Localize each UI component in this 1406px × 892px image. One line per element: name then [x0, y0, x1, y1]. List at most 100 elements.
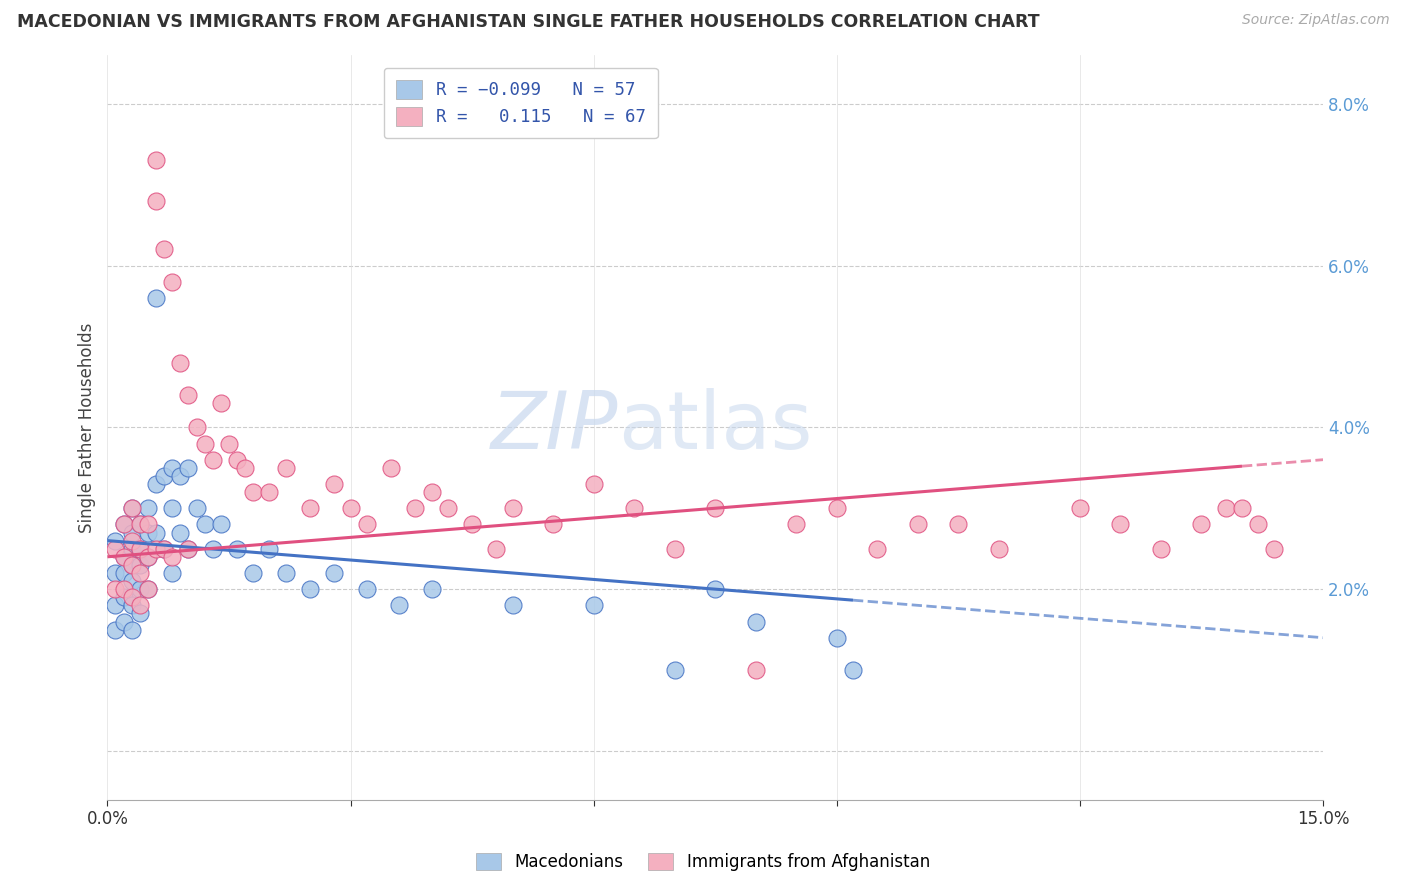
- Point: [145, 194, 167, 208]
- Point: [664, 541, 686, 556]
- Point: [104, 599, 127, 613]
- Point: [136, 582, 159, 596]
- Point: [145, 153, 167, 168]
- Point: [136, 582, 159, 596]
- Point: [1247, 517, 1270, 532]
- Point: [323, 477, 346, 491]
- Point: [121, 558, 143, 572]
- Point: [128, 517, 150, 532]
- Point: [745, 663, 768, 677]
- Point: [112, 549, 135, 564]
- Point: [177, 541, 200, 556]
- Point: [201, 452, 224, 467]
- Y-axis label: Single Father Households: Single Father Households: [79, 322, 96, 533]
- Point: [298, 501, 321, 516]
- Point: [121, 525, 143, 540]
- Point: [121, 501, 143, 516]
- Point: [339, 501, 361, 516]
- Point: [664, 663, 686, 677]
- Point: [201, 541, 224, 556]
- Point: [153, 541, 176, 556]
- Point: [323, 566, 346, 580]
- Point: [218, 436, 240, 450]
- Point: [866, 541, 889, 556]
- Text: ZIP: ZIP: [491, 388, 619, 467]
- Point: [582, 599, 605, 613]
- Point: [136, 549, 159, 564]
- Point: [160, 549, 183, 564]
- Point: [704, 582, 727, 596]
- Point: [121, 599, 143, 613]
- Point: [420, 485, 443, 500]
- Point: [160, 275, 183, 289]
- Point: [177, 388, 200, 402]
- Point: [233, 460, 256, 475]
- Point: [541, 517, 564, 532]
- Point: [1069, 501, 1091, 516]
- Point: [259, 541, 281, 556]
- Point: [209, 517, 232, 532]
- Point: [145, 541, 167, 556]
- Point: [153, 243, 176, 257]
- Point: [112, 517, 135, 532]
- Point: [226, 452, 249, 467]
- Point: [121, 591, 143, 605]
- Point: [104, 541, 127, 556]
- Point: [356, 582, 378, 596]
- Point: [209, 396, 232, 410]
- Point: [128, 607, 150, 621]
- Point: [104, 566, 127, 580]
- Point: [177, 460, 200, 475]
- Point: [502, 501, 524, 516]
- Point: [1215, 501, 1237, 516]
- Point: [274, 566, 297, 580]
- Point: [242, 566, 264, 580]
- Point: [1263, 541, 1285, 556]
- Point: [104, 623, 127, 637]
- Point: [1191, 517, 1213, 532]
- Point: [704, 501, 727, 516]
- Point: [128, 582, 150, 596]
- Point: [121, 533, 143, 548]
- Point: [145, 291, 167, 305]
- Point: [194, 436, 217, 450]
- Point: [259, 485, 281, 500]
- Point: [145, 477, 167, 491]
- Text: Source: ZipAtlas.com: Source: ZipAtlas.com: [1241, 13, 1389, 28]
- Text: atlas: atlas: [619, 388, 813, 467]
- Legend: Macedonians, Immigrants from Afghanistan: Macedonians, Immigrants from Afghanistan: [468, 845, 938, 880]
- Point: [404, 501, 426, 516]
- Point: [160, 566, 183, 580]
- Point: [380, 460, 402, 475]
- Point: [1109, 517, 1132, 532]
- Point: [186, 420, 208, 434]
- Point: [136, 549, 159, 564]
- Point: [112, 549, 135, 564]
- Point: [194, 517, 217, 532]
- Point: [121, 541, 143, 556]
- Point: [112, 517, 135, 532]
- Point: [169, 356, 191, 370]
- Legend: R = −0.099   N = 57, R =   0.115   N = 67: R = −0.099 N = 57, R = 0.115 N = 67: [384, 68, 658, 138]
- Point: [153, 541, 176, 556]
- Point: [242, 485, 264, 500]
- Point: [160, 460, 183, 475]
- Point: [825, 631, 848, 645]
- Point: [104, 533, 127, 548]
- Point: [1150, 541, 1173, 556]
- Point: [112, 566, 135, 580]
- Point: [128, 541, 150, 556]
- Point: [160, 501, 183, 516]
- Point: [169, 525, 191, 540]
- Point: [153, 468, 176, 483]
- Point: [907, 517, 929, 532]
- Point: [112, 591, 135, 605]
- Point: [502, 599, 524, 613]
- Point: [1230, 501, 1253, 516]
- Point: [128, 541, 150, 556]
- Point: [226, 541, 249, 556]
- Point: [461, 517, 484, 532]
- Point: [485, 541, 508, 556]
- Point: [136, 517, 159, 532]
- Point: [128, 558, 150, 572]
